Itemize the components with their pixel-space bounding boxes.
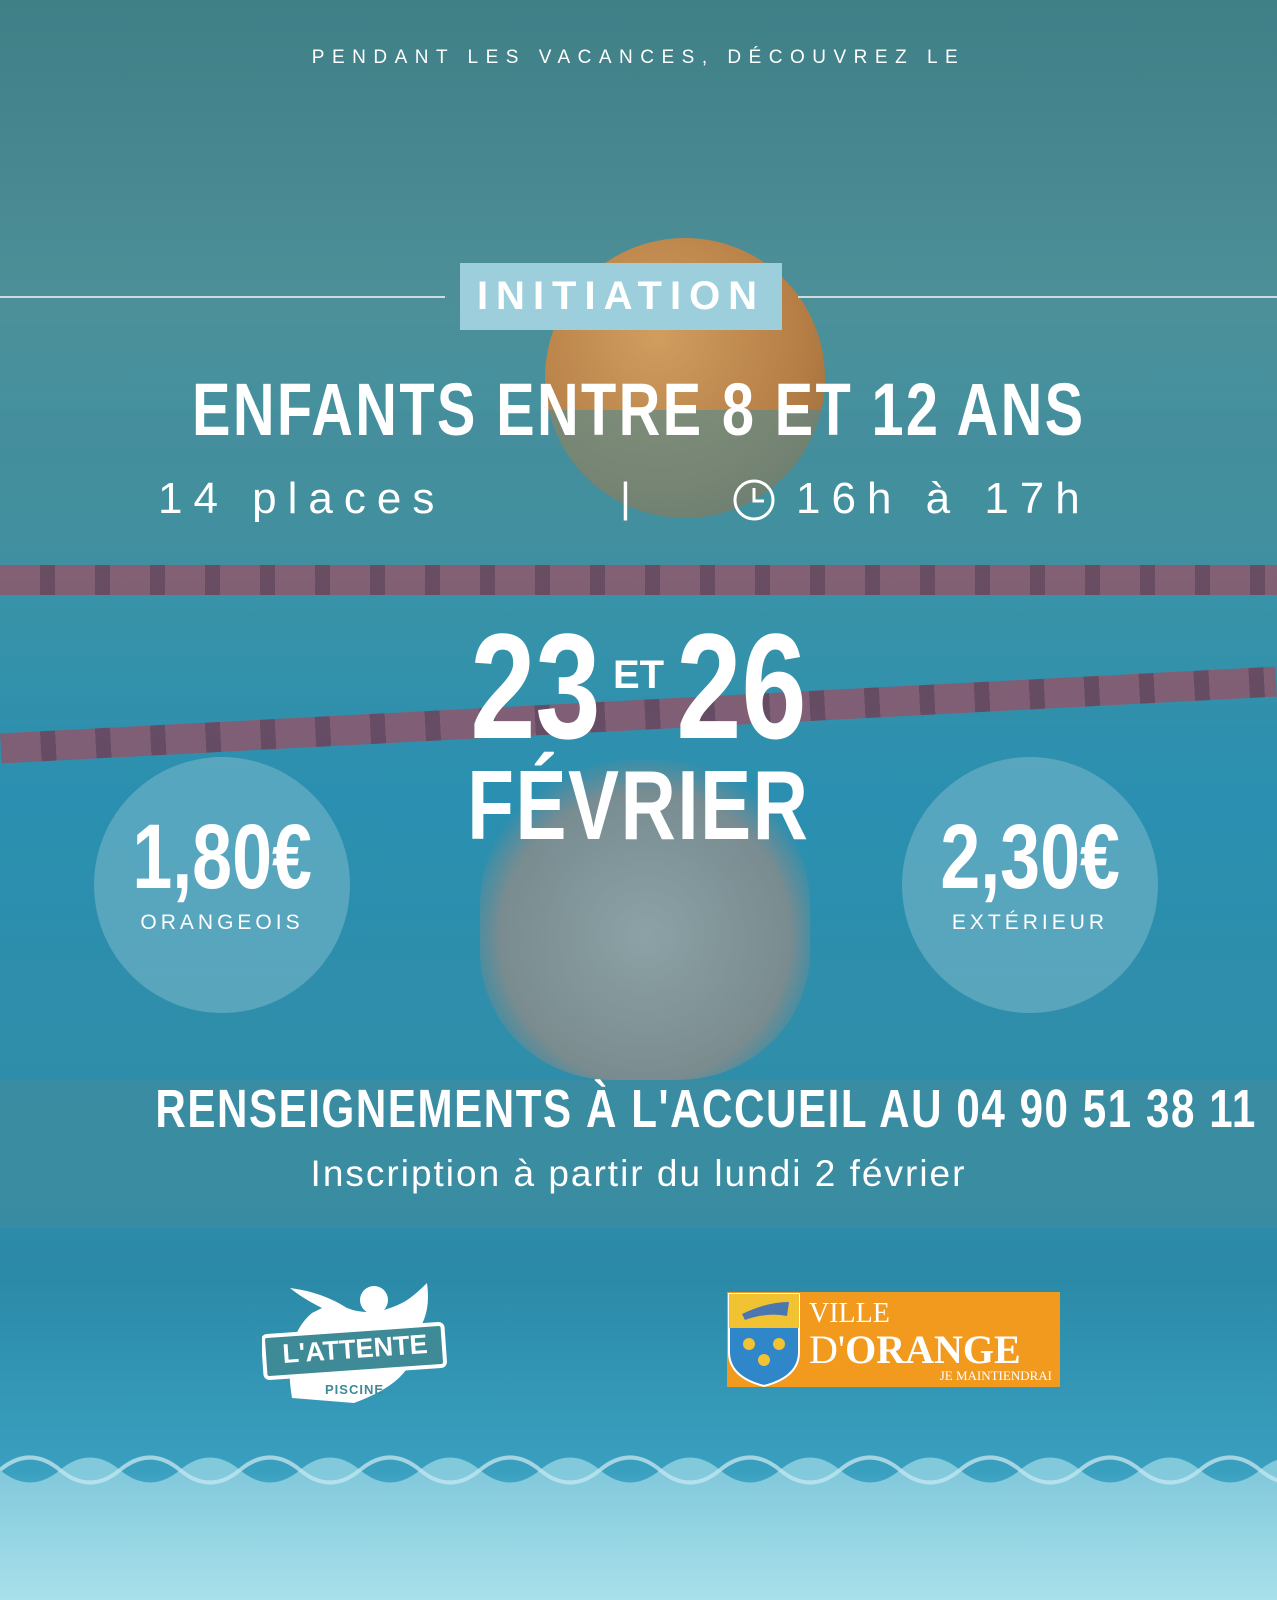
price-circle-orangeois: 1,80€ ORANGEOIS (94, 757, 350, 1013)
dates-conj: ET (612, 653, 665, 697)
ville-orange-logo: VILLE D'ORANGE JE MAINTIENDRAI (727, 1292, 1060, 1387)
ville-name: ORANGE (845, 1327, 1021, 1372)
clock-icon (733, 479, 775, 521)
divider (0, 296, 445, 298)
month: FÉVRIER (467, 750, 810, 860)
audience: ENFANTS ENTRE 8 ET 12 ANS (191, 368, 1086, 451)
places: 14 places (158, 474, 446, 523)
ville-prefix: D' (809, 1327, 846, 1372)
main-title: WATER-POLO (0, 72, 1277, 262)
day1: 23 (470, 602, 601, 770)
player-photo (480, 760, 810, 1080)
day2: 26 (676, 602, 807, 770)
contact-band (0, 1080, 1277, 1228)
ville-line1: VILLE (809, 1298, 890, 1329)
price-label: ORANGEOIS (140, 911, 304, 934)
registration-info: Inscription à partir du lundi 2 février (310, 1153, 967, 1194)
coat-of-arms-icon (728, 1293, 800, 1387)
ville-motto: JE MAINTIENDRAI (939, 1368, 1052, 1383)
swimmer-icon (261, 1283, 447, 1403)
dates: 23 ET26 (0, 605, 1277, 804)
time: 16h à 17h (796, 474, 1091, 523)
price-label: EXTÉRIEUR (951, 911, 1109, 934)
info-band (0, 410, 1277, 565)
piscine-logo: L'ATTENTE PISCINE (261, 1278, 447, 1406)
price-amount: 1,80€ (132, 806, 312, 908)
piscine-sub: PISCINE (324, 1382, 384, 1397)
lane-rope (0, 565, 1277, 595)
main-title-text: WATER-POLO (197, 61, 1216, 273)
price-circle-exterieur: 2,30€ EXTÉRIEUR (902, 757, 1158, 1013)
price-amount: 2,30€ (940, 806, 1120, 908)
tagline: PENDANT LES VACANCES, DÉCOUVREZ LE (311, 47, 966, 68)
divider (798, 296, 1277, 298)
wave-decoration (0, 1455, 1277, 1600)
contact-phone: RENSEIGNEMENTS À L'ACCUEIL AU 04 90 51 3… (155, 1079, 1257, 1139)
initiation-badge: INITIATION (460, 263, 782, 330)
separator: | (620, 474, 631, 521)
